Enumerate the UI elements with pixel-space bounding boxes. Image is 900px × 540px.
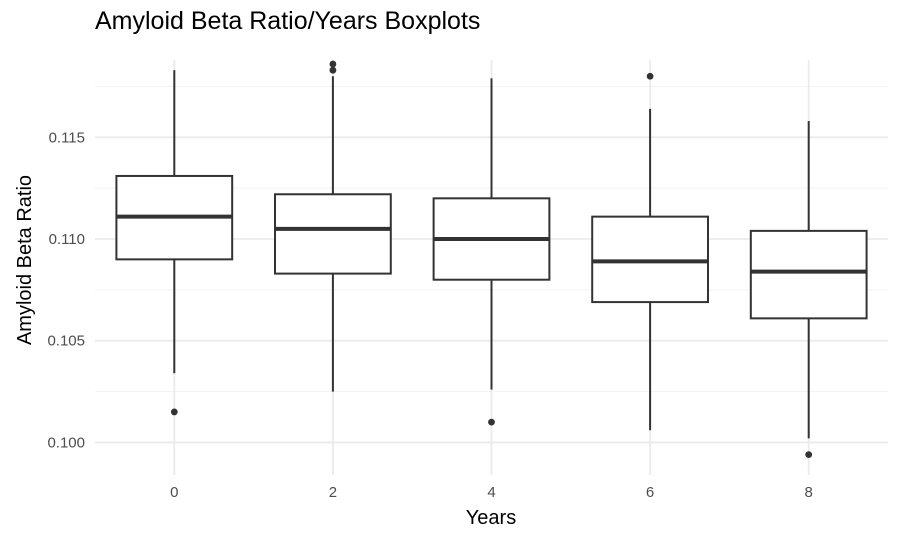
chart-title: Amyloid Beta Ratio/Years Boxplots [95, 7, 481, 35]
outlier-point [329, 60, 337, 68]
box-iqr [591, 215, 709, 304]
y-tick-label: 0.100 [47, 434, 85, 451]
box-iqr [749, 229, 868, 320]
boxplot-2 [274, 60, 392, 392]
x-tick-label: 4 [487, 484, 495, 501]
y-axis-title: Amyloid Beta Ratio [14, 175, 36, 345]
boxplot-6 [591, 72, 709, 431]
outlier-point [329, 66, 337, 74]
outlier-point [646, 72, 654, 80]
box-iqr [274, 193, 392, 275]
x-tick-label: 8 [805, 484, 813, 501]
x-tick-label: 0 [170, 484, 178, 501]
outlier-point [170, 408, 178, 416]
boxplot-0 [115, 70, 234, 416]
y-tick-label: 0.105 [47, 333, 85, 350]
outlier-point [805, 451, 813, 459]
outlier-point [488, 418, 495, 426]
x-tick-label: 6 [646, 484, 654, 501]
boxplot-8 [749, 121, 868, 459]
boxplot-4 [432, 78, 551, 426]
x-tick-label: 2 [329, 484, 337, 501]
y-tick-label: 0.110 [49, 231, 85, 248]
y-tick-label: 0.115 [49, 129, 85, 146]
axes-layer: 0.100 0.105 0.110 0.115 0 2 4 6 8 [47, 129, 812, 501]
boxes-layer [115, 60, 868, 459]
x-axis-title: Years [466, 507, 516, 529]
